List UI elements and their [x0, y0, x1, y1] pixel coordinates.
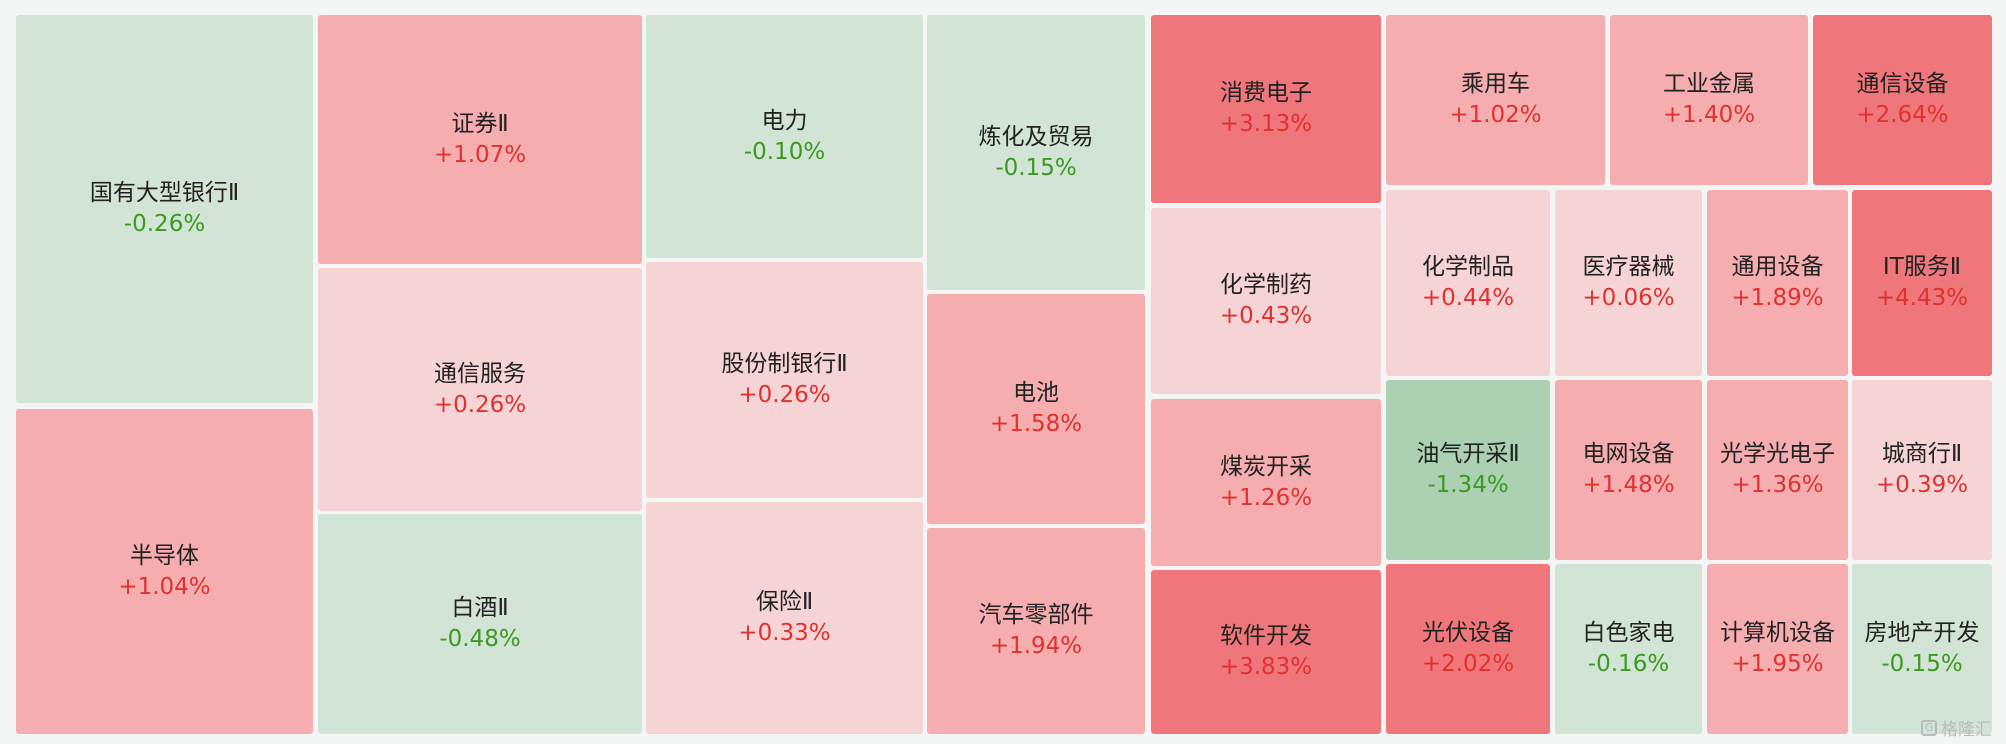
tile-name: 电力: [761, 107, 808, 134]
tile-change: +4.43%: [1875, 285, 1969, 311]
tile-name: 国有大型银行Ⅱ: [89, 180, 240, 206]
tile-change: +1.95%: [1731, 651, 1824, 677]
tile-change: +1.58%: [989, 411, 1083, 437]
tile-change: +0.44%: [1421, 285, 1515, 311]
tile-change: +2.02%: [1421, 651, 1515, 677]
tile-0[interactable]: 国有大型银行Ⅱ -0.26%: [16, 15, 313, 403]
tile-name: 油气开采Ⅱ: [1416, 441, 1520, 467]
tile-29[interactable]: 房地产开发 -0.15%: [1852, 564, 1992, 734]
tile-change: +0.26%: [433, 391, 527, 418]
tile-28[interactable]: 计算机设备 +1.95%: [1707, 564, 1848, 734]
tile-name: 光伏设备: [1422, 620, 1514, 646]
tile-name: 电池: [1013, 380, 1059, 406]
tile-change: -0.48%: [439, 626, 521, 652]
tile-change: +1.40%: [1662, 102, 1756, 128]
tile-change: +2.64%: [1856, 102, 1949, 128]
tile-21[interactable]: IT服务Ⅱ +4.43%: [1852, 190, 1992, 376]
tile-name: 光学光电子: [1720, 441, 1835, 467]
tile-change: -0.26%: [123, 211, 206, 237]
tile-change: -0.15%: [995, 154, 1077, 181]
logo-icon: G: [1921, 719, 1937, 736]
tile-change: +1.07%: [433, 141, 527, 168]
tile-name: 白酒Ⅱ: [451, 595, 509, 621]
tile-change: +1.94%: [989, 633, 1083, 659]
tile-23[interactable]: 电网设备 +1.48%: [1555, 380, 1702, 560]
tile-name: 城商行Ⅱ: [1881, 441, 1963, 467]
tile-name: 半导体: [130, 542, 199, 569]
tile-5[interactable]: 电力 -0.10%: [646, 15, 923, 258]
tile-change: +3.83%: [1219, 654, 1313, 680]
tile-name: IT服务Ⅱ: [1882, 254, 1962, 280]
tile-change: +1.89%: [1731, 285, 1824, 311]
tile-4[interactable]: 白酒Ⅱ -0.48%: [318, 514, 642, 734]
tile-name: 电网设备: [1582, 441, 1675, 467]
tile-19[interactable]: 医疗器械 +0.06%: [1555, 190, 1702, 376]
tile-3[interactable]: 通信服务 +0.26%: [318, 268, 642, 511]
tile-25[interactable]: 城商行Ⅱ +0.39%: [1852, 380, 1992, 560]
tile-9[interactable]: 电池 +1.58%: [927, 294, 1145, 524]
tile-name: 房地产开发: [1864, 620, 1980, 646]
watermark-text: 格隆汇: [1941, 720, 1992, 740]
tile-change: -0.15%: [1881, 651, 1963, 677]
tile-change: -0.16%: [1587, 651, 1670, 677]
tile-22[interactable]: 油气开采Ⅱ -1.34%: [1386, 380, 1550, 560]
tile-name: 医疗器械: [1582, 254, 1675, 280]
tile-name: 乘用车: [1461, 71, 1530, 97]
tile-change: +0.26%: [738, 382, 831, 408]
tile-name: 汽车零部件: [978, 602, 1094, 628]
tile-change: -0.10%: [743, 138, 826, 165]
tile-name: 计算机设备: [1720, 620, 1835, 646]
tile-2[interactable]: 证券Ⅱ +1.07%: [318, 15, 642, 264]
tile-name: 煤炭开采: [1220, 453, 1312, 480]
tile-change: +1.26%: [1219, 484, 1313, 511]
tile-change: +1.36%: [1731, 472, 1824, 498]
tile-name: 白色家电: [1582, 620, 1675, 646]
tile-name: 化学制药: [1220, 272, 1312, 298]
watermark: G 格隆汇: [1921, 715, 1992, 740]
tile-26[interactable]: 光伏设备 +2.02%: [1386, 564, 1550, 734]
tile-name: 软件开发: [1220, 623, 1312, 649]
tile-name: 炼化及贸易: [978, 123, 1094, 150]
tile-change: +0.43%: [1219, 303, 1313, 329]
tile-7[interactable]: 保险Ⅱ +0.33%: [646, 502, 923, 734]
tile-change: +0.33%: [738, 620, 831, 646]
tile-17[interactable]: 通信设备 +2.64%: [1813, 15, 1992, 185]
tile-6[interactable]: 股份制银行Ⅱ +0.26%: [646, 262, 923, 498]
tile-name: 消费电子: [1220, 80, 1312, 106]
tile-name: 通信设备: [1856, 71, 1949, 97]
tile-change: +1.04%: [118, 573, 211, 600]
tile-name: 股份制银行Ⅱ: [721, 351, 848, 377]
tile-27[interactable]: 白色家电 -0.16%: [1555, 564, 1702, 734]
tile-8[interactable]: 炼化及贸易 -0.15%: [927, 15, 1145, 290]
tile-name: 工业金属: [1663, 71, 1755, 97]
tile-12[interactable]: 化学制药 +0.43%: [1151, 208, 1381, 394]
tile-name: 通用设备: [1731, 254, 1824, 280]
tile-name: 化学制品: [1422, 254, 1514, 280]
tile-change: +1.02%: [1449, 102, 1542, 128]
tile-change: -1.34%: [1427, 472, 1509, 498]
tile-change: +1.48%: [1582, 472, 1675, 498]
tile-name: 通信服务: [434, 360, 526, 387]
tile-1[interactable]: 半导体 +1.04%: [16, 409, 313, 734]
tile-15[interactable]: 乘用车 +1.02%: [1386, 15, 1605, 185]
tile-name: 证券Ⅱ: [451, 110, 509, 137]
tile-18[interactable]: 化学制品 +0.44%: [1386, 190, 1550, 376]
tile-13[interactable]: 煤炭开采 +1.26%: [1151, 399, 1381, 566]
tile-20[interactable]: 通用设备 +1.89%: [1707, 190, 1848, 376]
tile-change: +3.13%: [1219, 111, 1313, 137]
tile-name: 保险Ⅱ: [755, 589, 814, 615]
tile-16[interactable]: 工业金属 +1.40%: [1610, 15, 1808, 185]
tile-change: +0.39%: [1875, 472, 1969, 498]
tile-11[interactable]: 消费电子 +3.13%: [1151, 15, 1381, 203]
tile-10[interactable]: 汽车零部件 +1.94%: [927, 528, 1145, 734]
tile-change: +0.06%: [1582, 285, 1675, 311]
tile-14[interactable]: 软件开发 +3.83%: [1151, 570, 1381, 734]
tile-24[interactable]: 光学光电子 +1.36%: [1707, 380, 1848, 560]
